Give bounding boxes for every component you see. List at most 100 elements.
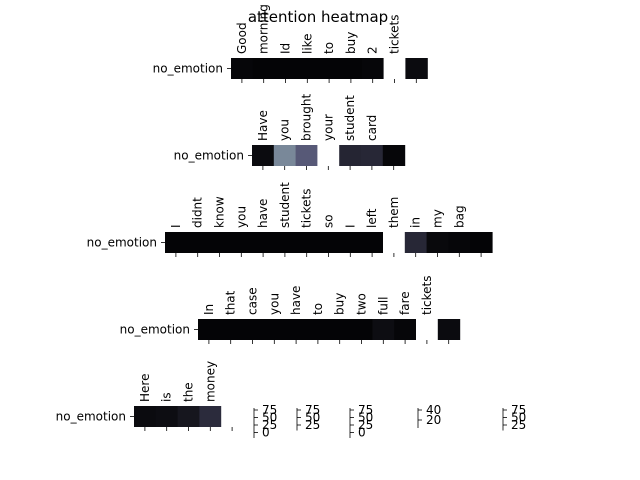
heatmap-cell	[361, 145, 384, 166]
heatmap-cell	[285, 319, 308, 340]
heatmap-cell	[426, 232, 449, 253]
heatmap-cell	[252, 58, 276, 79]
token-label: know	[213, 196, 227, 228]
token-label: full	[376, 297, 390, 316]
heatmap-cell	[252, 145, 275, 166]
token-label: to	[311, 303, 325, 315]
colorbar-tick-label: 75	[262, 403, 277, 417]
token-label: buy	[333, 293, 347, 315]
token-label: that	[224, 290, 238, 315]
token-label: money	[203, 361, 217, 402]
token-label: I	[169, 224, 183, 228]
token-label: student	[278, 182, 292, 228]
colorbar-tick-label: 20	[426, 413, 441, 427]
token-label: case	[246, 287, 260, 315]
heatmap-cell	[437, 319, 461, 340]
heatmap-cell	[274, 232, 297, 253]
colorbar-tick-label: 75	[305, 403, 320, 417]
heatmap-cell	[252, 232, 275, 253]
heatmap-cell	[405, 58, 428, 79]
token-label: 2	[366, 46, 380, 54]
row-label: no_emotion	[120, 323, 190, 337]
token-label: Good	[235, 22, 249, 54]
heatmap-cell	[340, 58, 363, 79]
heatmap-cell	[155, 406, 179, 427]
heatmap-panel: Have you brought your student card no_emotion	[174, 94, 406, 170]
heatmap-cell	[328, 319, 352, 340]
token-label: tickets	[388, 15, 402, 55]
colorbar-tick-label: 50	[262, 411, 277, 425]
token-label: my	[431, 209, 445, 228]
heatmap-cell	[263, 319, 286, 340]
token-label: Id	[279, 43, 293, 54]
heatmap-panels: Good morning Id like to buy 2 ticketsno_emotion…	[56, 4, 493, 431]
token-label: morning	[257, 4, 271, 54]
heatmap-cell	[448, 232, 471, 253]
heatmap-cell	[383, 58, 406, 79]
colorbar-tick-label: 50	[511, 411, 526, 425]
heatmap-cell	[339, 145, 362, 166]
token-label: Here	[138, 374, 152, 402]
token-label: you	[267, 293, 281, 315]
heatmap-cell	[198, 319, 221, 340]
heatmap-cell	[307, 319, 330, 340]
token-label: buy	[344, 32, 358, 54]
token-label: card	[365, 115, 379, 141]
token-label: have	[289, 286, 303, 315]
token-label: tickets	[420, 276, 434, 316]
token-label: the	[182, 382, 196, 402]
token-label: didnt	[191, 197, 205, 228]
token-label: you	[278, 119, 292, 141]
token-label: like	[300, 33, 314, 54]
colorbar-tick-label: 25	[262, 418, 277, 432]
heatmap-panel: Here is the money no_emotion	[56, 361, 244, 431]
token-label: In	[202, 304, 216, 315]
colorbar-tick-label: 75	[511, 403, 526, 417]
heatmap-cell	[231, 58, 254, 79]
heatmap-cell	[470, 232, 493, 253]
colorbar-tick-label: 0	[262, 426, 270, 440]
token-label: brought	[300, 94, 314, 141]
heatmap-cell	[219, 319, 243, 340]
token-label: so	[322, 214, 336, 228]
token-label: to	[322, 42, 336, 54]
token-label: two	[355, 293, 369, 315]
token-label: fare	[398, 291, 412, 315]
token-label: have	[256, 199, 270, 228]
row-label: no_emotion	[87, 236, 157, 250]
colorbar-tick-label: 25	[511, 418, 526, 432]
heatmap-cell	[372, 319, 395, 340]
heatmap-cell	[382, 145, 406, 166]
heatmap-panel: In that case you have to buy two full fare tickets…	[120, 276, 461, 344]
heatmap-cell	[296, 58, 319, 79]
heatmap-cell	[416, 319, 439, 340]
row-label: no_emotion	[174, 149, 244, 163]
colorbar-tick-label: 50	[358, 411, 373, 425]
heatmap-cell	[350, 319, 373, 340]
token-label: in	[409, 217, 423, 228]
heatmap-cell	[383, 232, 406, 253]
token-label: I	[343, 224, 357, 228]
token-label: left	[365, 208, 379, 228]
heatmap-cell	[274, 58, 297, 79]
token-label: Have	[256, 110, 270, 141]
heatmap-cell	[177, 406, 200, 427]
token-label: tickets	[300, 189, 314, 229]
token-label: student	[343, 95, 357, 141]
heatmap-cell	[404, 232, 428, 253]
token-label: them	[387, 197, 401, 228]
heatmap-cell	[230, 232, 253, 253]
colorbar-tick-label: 25	[358, 418, 373, 432]
heatmap-cell	[318, 58, 341, 79]
row-label: no_emotion	[56, 410, 126, 424]
heatmap-cell	[208, 232, 231, 253]
heatmap-cell	[295, 145, 318, 166]
colorbar-tick-label: 40	[426, 403, 441, 417]
heatmap-cell	[199, 406, 222, 427]
heatmap-cell	[317, 232, 340, 253]
heatmap-cell	[394, 319, 417, 340]
